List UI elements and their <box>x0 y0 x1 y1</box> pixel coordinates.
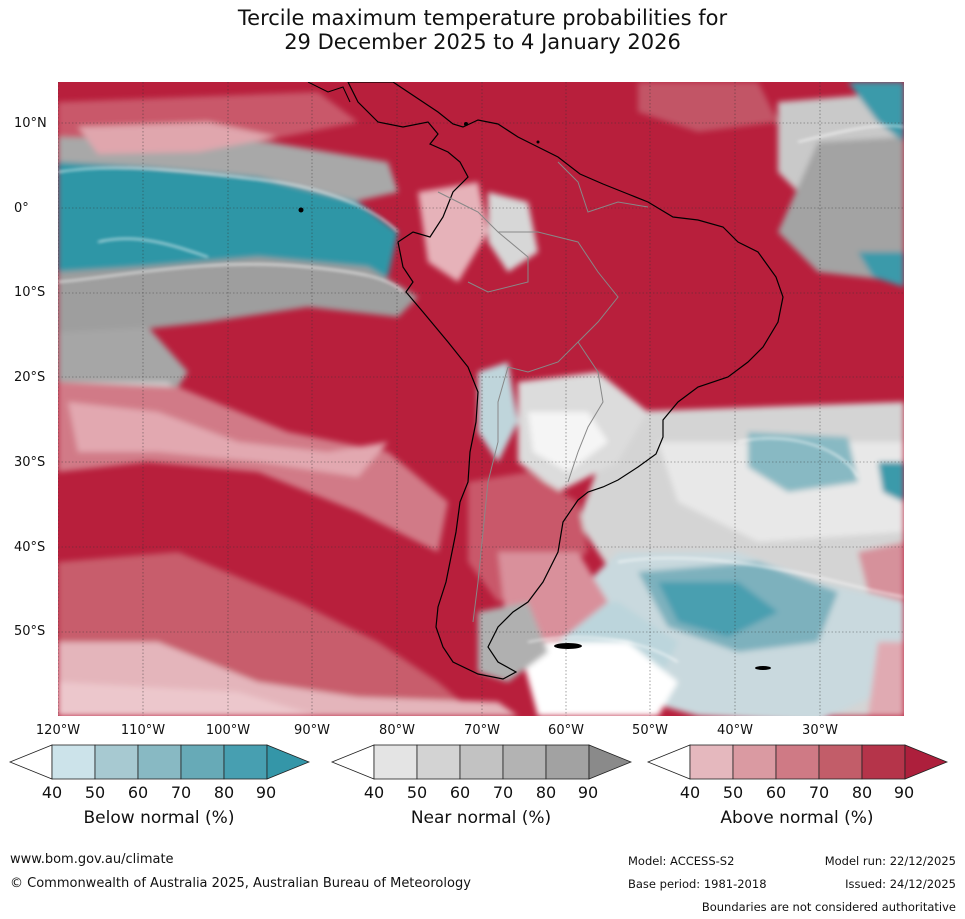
central-america-coastline <box>307 82 351 103</box>
footer-model-run: Model run: 22/12/2025 <box>824 854 956 868</box>
islands <box>298 122 771 670</box>
colorbar-segment <box>180 744 225 780</box>
colorbar-above-title: Above normal (%) <box>720 808 874 828</box>
colorbar-right-extend <box>904 744 948 780</box>
footer-disclaimer: Boundaries are not considered authoritat… <box>701 900 956 914</box>
colorbar-below-title: Below normal (%) <box>83 808 235 828</box>
lon-label-30w: 30°W <box>802 723 838 738</box>
tick: 60 <box>765 783 787 802</box>
colorbar-right-extend <box>588 744 632 780</box>
country-borders <box>437 161 649 623</box>
tick: 80 <box>535 783 557 802</box>
colorbar-segment <box>137 744 182 780</box>
colorbar-segment <box>818 744 863 780</box>
colorbar-below-normal <box>8 744 310 780</box>
south-america-coastline <box>347 82 784 680</box>
colorbar-segment <box>502 744 547 780</box>
lon-label-110w: 110°W <box>120 723 166 738</box>
tick: 80 <box>213 783 235 802</box>
colorbar-segment <box>223 744 268 780</box>
lat-label-40s: 40°S <box>14 540 46 555</box>
colorbar-left-extend <box>646 744 691 780</box>
tick: 90 <box>893 783 915 802</box>
footer-base-period: Base period: 1981-2018 <box>628 877 767 891</box>
colorbar-near-title: Near normal (%) <box>410 808 552 828</box>
footer-model: Model: ACCESS-S2 <box>628 854 735 868</box>
contour-lines <box>58 124 904 663</box>
map-grid <box>58 82 904 716</box>
colorbar-segment <box>545 744 590 780</box>
colorbar-left-extend <box>8 744 53 780</box>
colorbar-above-normal <box>646 744 948 780</box>
tick: 40 <box>679 783 701 802</box>
tick: 70 <box>170 783 192 802</box>
probability-map <box>58 82 904 716</box>
tick: 70 <box>492 783 514 802</box>
lon-label-80w: 80°W <box>379 723 415 738</box>
tick: 50 <box>406 783 428 802</box>
lon-label-40w: 40°W <box>717 723 753 738</box>
lon-label-60w: 60°W <box>548 723 584 738</box>
lat-label-0: 0° <box>14 201 29 216</box>
colorbar-right-extend <box>266 744 310 780</box>
colorbar-segment <box>94 744 139 780</box>
lon-label-100w: 100°W <box>205 723 251 738</box>
map-title-line-1: Tercile maximum temperature probabilitie… <box>237 6 728 30</box>
tick: 80 <box>851 783 873 802</box>
lat-label-10n: 10°N <box>14 116 47 131</box>
tick: 50 <box>722 783 744 802</box>
colorbar-near-normal <box>330 744 632 780</box>
colorbar-segment <box>51 744 96 780</box>
footer-copyright: © Commonwealth of Australia 2025, Austra… <box>10 876 471 891</box>
lat-label-50s: 50°S <box>14 624 46 639</box>
lon-label-90w: 90°W <box>294 723 330 738</box>
colorbar-segment <box>373 744 418 780</box>
lon-label-120w: 120°W <box>35 723 81 738</box>
colorbar-left-extend <box>330 744 375 780</box>
footer-issued: Issued: 24/12/2025 <box>845 877 956 891</box>
lon-label-70w: 70°W <box>464 723 500 738</box>
tick: 90 <box>577 783 599 802</box>
tick: 60 <box>449 783 471 802</box>
map-title-line-2: 29 December 2025 to 4 January 2026 <box>284 30 681 54</box>
colorbar-segment <box>459 744 504 780</box>
lat-label-10s: 10°S <box>14 285 46 300</box>
tick: 40 <box>363 783 385 802</box>
colorbar-segment <box>775 744 820 780</box>
colorbar-segment <box>416 744 461 780</box>
tick: 40 <box>41 783 63 802</box>
lat-label-20s: 20°S <box>14 370 46 385</box>
tick: 50 <box>84 783 106 802</box>
footer-website: www.bom.gov.au/climate <box>10 852 174 867</box>
lat-label-30s: 30°S <box>14 455 46 470</box>
colorbar-segment <box>861 744 906 780</box>
lon-label-50w: 50°W <box>632 723 668 738</box>
tick: 90 <box>255 783 277 802</box>
tick: 60 <box>127 783 149 802</box>
colorbar-segment <box>689 744 734 780</box>
tick: 70 <box>808 783 830 802</box>
colorbar-segment <box>732 744 777 780</box>
